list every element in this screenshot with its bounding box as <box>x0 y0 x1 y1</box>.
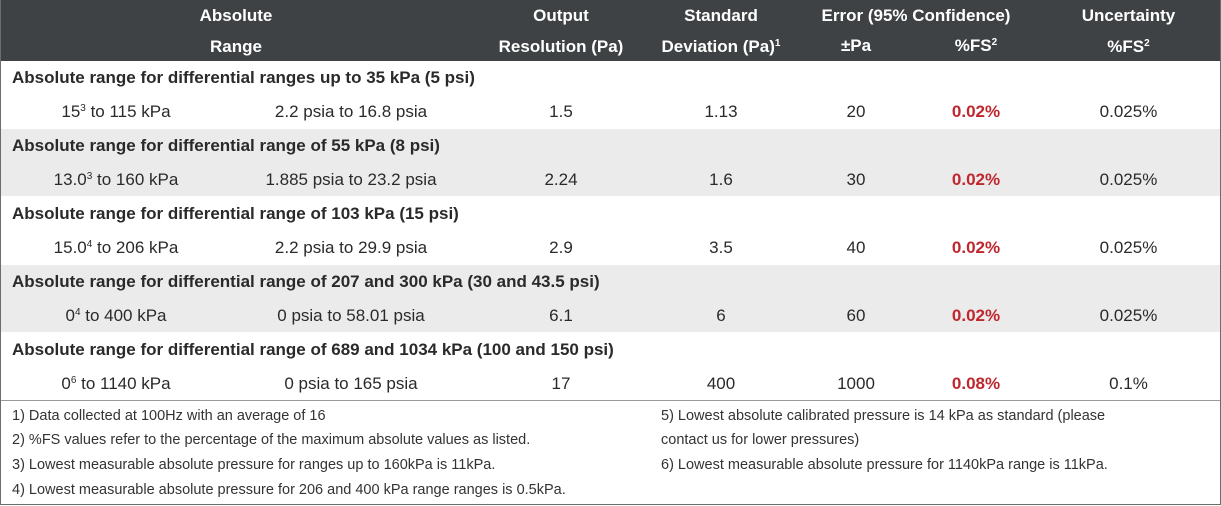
cell-uncertainty: 0.1% <box>1109 374 1148 393</box>
header-standard-label: Standard <box>684 6 758 25</box>
cell-error-fs: 0.02% <box>951 102 1001 121</box>
kpa-range-end: to 115 kPa <box>85 102 171 121</box>
kpa-range-footnote: 3 <box>86 171 93 182</box>
range-section: Absolute range for differential ranges u… <box>1 61 1220 128</box>
cell-error-pa: 20 <box>846 102 866 121</box>
kpa-range-start: 0 <box>65 306 75 325</box>
header-error: Error (95% Confidence) <box>791 0 1041 31</box>
cell-psia-range: 0 psia to 165 psia <box>284 374 418 393</box>
cell-error-pa: 1000 <box>837 374 875 393</box>
kpa-range-start: 15 <box>61 102 81 121</box>
header-uncertainty-fs-text: %FS <box>1107 37 1145 56</box>
table-row: 153 to 115 kPa 2.2 psia to 16.8 psia 1.5 1.… <box>1 95 1220 128</box>
section-title: Absolute range for differential range of… <box>12 340 614 359</box>
cell-uncertainty: 0.025% <box>1099 102 1158 121</box>
header-uncertainty-fs-footnote: 2 <box>1144 38 1150 49</box>
table-header: Absolute Range Output Resolution (Pa) St… <box>1 0 1220 61</box>
cell-standard-deviation: 3.5 <box>709 238 733 257</box>
cell-output-resolution: 2.9 <box>549 238 573 257</box>
kpa-range-start: 13.0 <box>53 170 87 189</box>
table-row: 15.04 to 206 kPa 2.2 psia to 29.9 psia 2.9… <box>1 231 1220 264</box>
kpa-range-footnote: 4 <box>74 307 81 318</box>
cell-uncertainty: 0.025% <box>1099 170 1158 189</box>
section-title: Absolute range for differential range of… <box>12 272 600 291</box>
header-error-fs-text: %FS <box>954 36 992 55</box>
cell-psia-range: 0 psia to 58.01 psia <box>277 306 425 325</box>
kpa-range-footnote: 4 <box>86 239 93 250</box>
cell-psia-range: 2.2 psia to 16.8 psia <box>274 102 428 121</box>
header-uncertainty-label: Uncertainty <box>1081 6 1176 25</box>
cell-standard-deviation: 400 <box>706 374 736 393</box>
cell-output-resolution: 6.1 <box>549 306 573 325</box>
table-row: 06 to 1140 kPa 0 psia to 165 psia 17 400 100… <box>1 367 1220 400</box>
cell-kpa-range: 04 to 400 kPa <box>21 306 211 326</box>
cell-standard-deviation: 1.13 <box>704 102 738 121</box>
header-output-label: Output <box>533 6 589 25</box>
footnote-1: 1) Data collected at 100Hz with an avera… <box>12 408 326 424</box>
header-absolute-range: Absolute Range <box>131 0 341 62</box>
footnote-3: 3) Lowest measurable absolute pressure f… <box>12 457 496 473</box>
cell-error-fs: 0.02% <box>951 170 1001 189</box>
header-output-resolution: Output Resolution (Pa) <box>481 0 641 62</box>
cell-psia-range: 1.885 psia to 23.2 psia <box>265 170 437 189</box>
cell-error-fs: 0.02% <box>951 238 1001 257</box>
cell-kpa-range: 13.03 to 160 kPa <box>21 170 211 190</box>
kpa-range-start: 15.0 <box>53 238 87 257</box>
cell-error-pa: 30 <box>846 170 866 189</box>
header-error-fs-label: %FS2 <box>926 30 1026 61</box>
header-deviation-text: Deviation (Pa) <box>661 37 775 56</box>
cell-standard-deviation: 1.6 <box>709 170 733 189</box>
cell-output-resolution: 17 <box>551 374 571 393</box>
header-absolute-label: Absolute <box>199 6 273 25</box>
footnote-4: 4) Lowest measurable absolute pressure f… <box>12 482 566 498</box>
section-title: Absolute range for differential ranges u… <box>12 68 475 87</box>
cell-kpa-range: 06 to 1140 kPa <box>21 374 211 394</box>
kpa-range-footnote: 3 <box>80 103 86 114</box>
cell-uncertainty: 0.025% <box>1099 306 1158 325</box>
table-row: 13.03 to 160 kPa 1.885 psia to 23.2 psia 2… <box>1 163 1220 196</box>
header-uncertainty: Uncertainty %FS2 <box>1061 0 1196 62</box>
header-deviation-label: Deviation (Pa)1 <box>646 31 796 62</box>
cell-uncertainty: 0.025% <box>1099 238 1158 257</box>
cell-psia-range: 2.2 psia to 29.9 psia <box>274 238 428 257</box>
cell-error-fs: 0.08% <box>951 374 1001 393</box>
footnote-5-line-1: 5) Lowest absolute calibrated pressure i… <box>661 408 1106 424</box>
header-standard-deviation: Standard Deviation (Pa)1 <box>646 0 796 62</box>
cell-error-fs: 0.02% <box>951 306 1001 325</box>
header-error-label: Error (95% Confidence) <box>821 6 1011 25</box>
cell-output-resolution: 2.24 <box>544 170 578 189</box>
range-section: Absolute range for differential range of… <box>1 197 1220 264</box>
header-error-fs-footnote: 2 <box>991 37 998 48</box>
range-section: Absolute range for differential range of… <box>1 265 1220 332</box>
footnotes: 1) Data collected at 100Hz with an avera… <box>1 400 1220 505</box>
range-section: Absolute range for differential range of… <box>1 333 1220 400</box>
kpa-range-start: 0 <box>61 374 71 393</box>
cell-output-resolution: 1.5 <box>549 102 573 121</box>
header-deviation-footnote: 1 <box>774 38 781 49</box>
footnote-6: 6) Lowest measurable absolute pressure f… <box>661 457 1108 473</box>
table-row: 04 to 400 kPa 0 psia to 58.01 psia 6.1 6 60 0… <box>1 299 1220 332</box>
cell-error-pa: 40 <box>846 238 866 257</box>
header-range-label: Range <box>210 37 262 56</box>
header-resolution-label: Resolution (Pa) <box>498 37 624 56</box>
cell-kpa-range: 153 to 115 kPa <box>21 102 211 122</box>
cell-standard-deviation: 6 <box>716 306 726 325</box>
range-section: Absolute range for differential range of… <box>1 129 1220 196</box>
kpa-range-end: to 1140 kPa <box>76 374 171 393</box>
footnote-5-line-2: contact us for lower pressures) <box>661 432 860 448</box>
section-title: Absolute range for differential range of… <box>12 136 440 155</box>
header-error-fs: %FS2 <box>926 30 1026 61</box>
kpa-range-footnote: 6 <box>70 375 77 386</box>
kpa-range-end: to 206 kPa <box>92 238 179 257</box>
footnote-2: 2) %FS values refer to the percentage of… <box>12 432 531 448</box>
kpa-range-end: to 160 kPa <box>92 170 179 189</box>
cell-kpa-range: 15.04 to 206 kPa <box>21 238 211 258</box>
cell-error-pa: 60 <box>846 306 866 325</box>
header-error-pa-label: ±Pa <box>840 36 872 55</box>
header-error-pa: ±Pa <box>806 30 906 61</box>
header-uncertainty-fs-label: %FS2 <box>1061 31 1196 62</box>
section-title: Absolute range for differential range of… <box>12 204 459 223</box>
kpa-range-end: to 400 kPa <box>80 306 167 325</box>
